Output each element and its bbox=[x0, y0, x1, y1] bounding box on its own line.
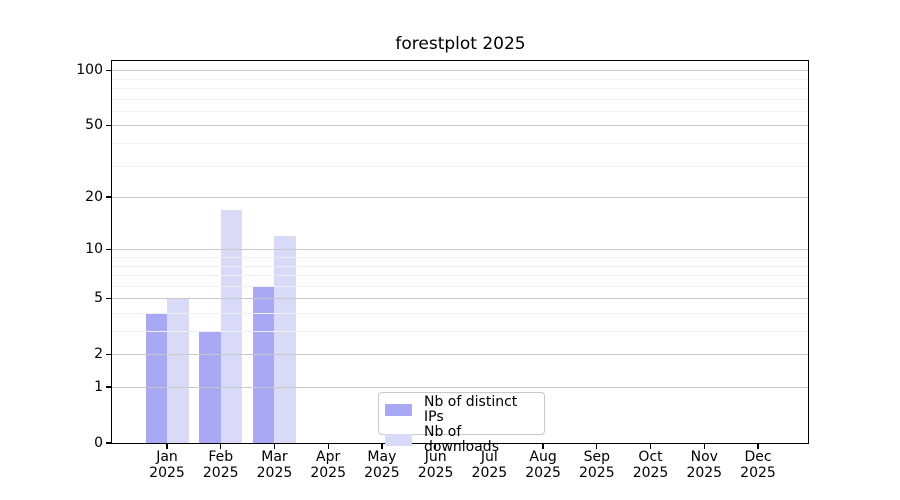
gridline-minor-60 bbox=[112, 110, 808, 112]
x-tick-apr bbox=[327, 444, 329, 449]
x-tick-jun bbox=[434, 444, 437, 449]
x-tick-label-mar: Mar 2025 bbox=[256, 449, 293, 481]
y-tick-label-50: 50 bbox=[85, 117, 103, 134]
y-tick-2 bbox=[106, 353, 111, 355]
gridline-major-5 bbox=[112, 298, 808, 300]
x-tick-nov bbox=[703, 444, 705, 449]
bar-downloads-jan bbox=[167, 298, 189, 443]
gridline-minor-30 bbox=[112, 165, 808, 167]
bar-distinct-ips-jan bbox=[145, 312, 167, 443]
x-tick-label-feb: Feb 2025 bbox=[202, 449, 239, 481]
legend: Nb of distinct IPs Nb of downloads bbox=[378, 392, 545, 455]
x-tick-aug bbox=[542, 444, 544, 449]
gridline-minor-7 bbox=[112, 275, 808, 277]
gridline-major-50 bbox=[112, 125, 808, 127]
x-tick-sep bbox=[596, 444, 598, 449]
x-tick-label-sep: Sep 2025 bbox=[578, 449, 615, 481]
y-tick-label-100: 100 bbox=[76, 62, 103, 79]
gridline-minor-4 bbox=[112, 312, 808, 314]
y-tick-100 bbox=[106, 69, 111, 71]
y-tick-10 bbox=[106, 248, 111, 250]
gridline-minor-70 bbox=[112, 98, 808, 100]
gridline-minor-90 bbox=[112, 78, 808, 80]
gridline-major-2 bbox=[112, 354, 808, 356]
y-tick-label-1: 1 bbox=[94, 379, 103, 395]
bar-downloads-mar bbox=[274, 235, 296, 443]
legend-swatch-distinct-ips bbox=[385, 404, 412, 416]
x-tick-label-apr: Apr 2025 bbox=[310, 449, 346, 481]
gridline-minor-8 bbox=[112, 265, 808, 267]
x-tick-oct bbox=[649, 444, 652, 449]
gridline-minor-40 bbox=[112, 143, 808, 145]
legend-item-downloads: Nb of downloads bbox=[385, 425, 538, 455]
legend-item-distinct-ips: Nb of distinct IPs bbox=[385, 395, 538, 425]
x-tick-label-jul: Jul 2025 bbox=[471, 449, 508, 481]
gridline-minor-80 bbox=[112, 88, 808, 90]
x-tick-label-may: May 2025 bbox=[364, 449, 400, 481]
x-tick-jul bbox=[488, 444, 490, 449]
y-tick-label-0: 0 bbox=[94, 435, 103, 451]
y-tick-0 bbox=[106, 442, 111, 444]
x-tick-jan bbox=[166, 444, 168, 449]
legend-label-distinct-ips: Nb of distinct IPs bbox=[424, 394, 518, 425]
x-tick-label-aug: Aug 2025 bbox=[525, 449, 561, 481]
x-tick-mar bbox=[273, 444, 276, 449]
x-tick-label-dec: Dec 2025 bbox=[740, 449, 776, 481]
y-tick-label-20: 20 bbox=[85, 189, 103, 206]
gridline-major-100 bbox=[112, 70, 808, 72]
y-tick-label-5: 5 bbox=[94, 290, 103, 307]
x-tick-dec bbox=[757, 444, 759, 449]
legend-swatch-downloads bbox=[385, 434, 412, 446]
x-tick-label-jan: Jan 2025 bbox=[149, 449, 185, 481]
chart-title: forestplot 2025 bbox=[395, 34, 526, 54]
bar-downloads-feb bbox=[220, 209, 243, 443]
x-tick-label-jun: Jun 2025 bbox=[417, 449, 454, 481]
x-tick-label-oct: Oct 2025 bbox=[632, 449, 669, 481]
gridline-major-1 bbox=[112, 387, 808, 388]
legend-label-downloads: Nb of downloads bbox=[424, 424, 499, 455]
y-tick-50 bbox=[106, 124, 111, 127]
x-tick-feb bbox=[220, 444, 222, 449]
bar-distinct-ips-mar bbox=[252, 285, 275, 443]
y-tick-label-2: 2 bbox=[94, 346, 103, 363]
y-tick-20 bbox=[106, 196, 111, 198]
y-tick-1 bbox=[106, 386, 111, 388]
gridline-minor-9 bbox=[112, 257, 808, 258]
x-tick-label-nov: Nov 2025 bbox=[686, 449, 723, 481]
gridline-major-20 bbox=[112, 197, 808, 199]
gridline-major-10 bbox=[112, 249, 808, 251]
gridline-minor-6 bbox=[112, 285, 808, 287]
x-tick-may bbox=[381, 444, 383, 449]
y-tick-5 bbox=[106, 297, 111, 299]
gridline-minor-3 bbox=[112, 331, 808, 333]
y-tick-label-10: 10 bbox=[85, 241, 103, 258]
